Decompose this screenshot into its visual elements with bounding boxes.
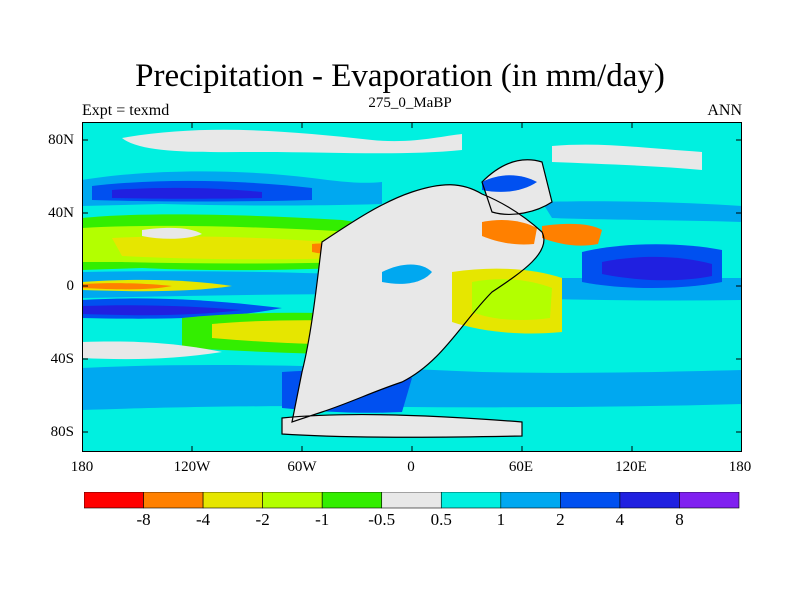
colorbar-label: 4: [615, 510, 625, 529]
colorbar-box: [202, 492, 263, 509]
eastern-lime: [472, 279, 552, 320]
lon-label-120w: 120W: [173, 459, 211, 475]
colorbar-box: [500, 492, 561, 509]
colorbar-label: -4: [195, 510, 211, 529]
colorbar-label: -8: [136, 510, 151, 529]
lon-label-180e: 180: [728, 459, 752, 475]
map-title: Precipitation - Evaporation (in mm/day): [135, 58, 665, 94]
pme-map: [82, 122, 742, 452]
interior-wet-1: [382, 264, 432, 284]
lon-label-180w: 180: [70, 459, 94, 475]
colorbar-label: 1: [496, 510, 506, 529]
lat-label-0: 0: [66, 278, 75, 294]
axis-ticks: [82, 122, 742, 452]
colorbar-box: [143, 492, 204, 509]
equatorial-max-band: [82, 305, 242, 316]
north-subtropic-yellow: [112, 236, 352, 260]
map-subtitle: 275_0_MaBP: [368, 95, 452, 111]
tethys-core: [602, 256, 712, 281]
colorbar-label: -1: [315, 510, 330, 529]
colorbar-box: [321, 492, 383, 509]
colorbar-boxes: [84, 492, 740, 509]
lat-label-80s: 80S: [50, 424, 74, 440]
colorbar-box: [262, 492, 323, 509]
colorbar: [84, 492, 740, 509]
lat-label-40n: 40N: [48, 205, 74, 221]
north-atlantic-wet-band: [542, 201, 742, 222]
tethys-orange: [542, 223, 602, 246]
lon-label-60e: 60E: [508, 459, 534, 475]
colorbar-box: [84, 492, 144, 509]
lon-label-120e: 120E: [615, 459, 647, 475]
equatorial-orange-stripe: [82, 283, 172, 290]
colorbar-box: [619, 492, 680, 509]
experiment-label: Expt = texmd: [82, 102, 170, 119]
colorbar-label: -2: [255, 510, 270, 529]
colorbar-box: [679, 492, 740, 509]
interior-orange-band: [482, 220, 537, 245]
colorbar-box: [560, 492, 621, 509]
lon-label-60w: 60W: [287, 459, 317, 475]
pangea-land: [292, 184, 544, 422]
coastline: [281, 159, 553, 438]
north-dry-band: [122, 129, 462, 154]
pacific-light-patch: [142, 227, 202, 239]
lon-label-0: 0: [407, 459, 415, 475]
colorbar-box: [440, 492, 502, 509]
southern-ocean-wet: [82, 365, 742, 410]
season-label: ANN: [707, 102, 742, 119]
south-dry-light: [82, 341, 222, 360]
colorbar-label: -0.5: [368, 510, 396, 529]
lat-label-40s: 40S: [50, 351, 74, 367]
colorbar-label: 0.5: [430, 510, 452, 529]
southern-continent: [282, 414, 522, 438]
lat-label-80n: 80N: [48, 132, 74, 148]
northeast-dry-band: [552, 144, 702, 170]
colorbar-box: [381, 492, 442, 509]
interior-wet-2: [482, 175, 537, 192]
colorbar-label: 2: [556, 510, 565, 529]
north-pacific-max: [112, 187, 262, 199]
colorbar-label: 8: [675, 510, 684, 529]
